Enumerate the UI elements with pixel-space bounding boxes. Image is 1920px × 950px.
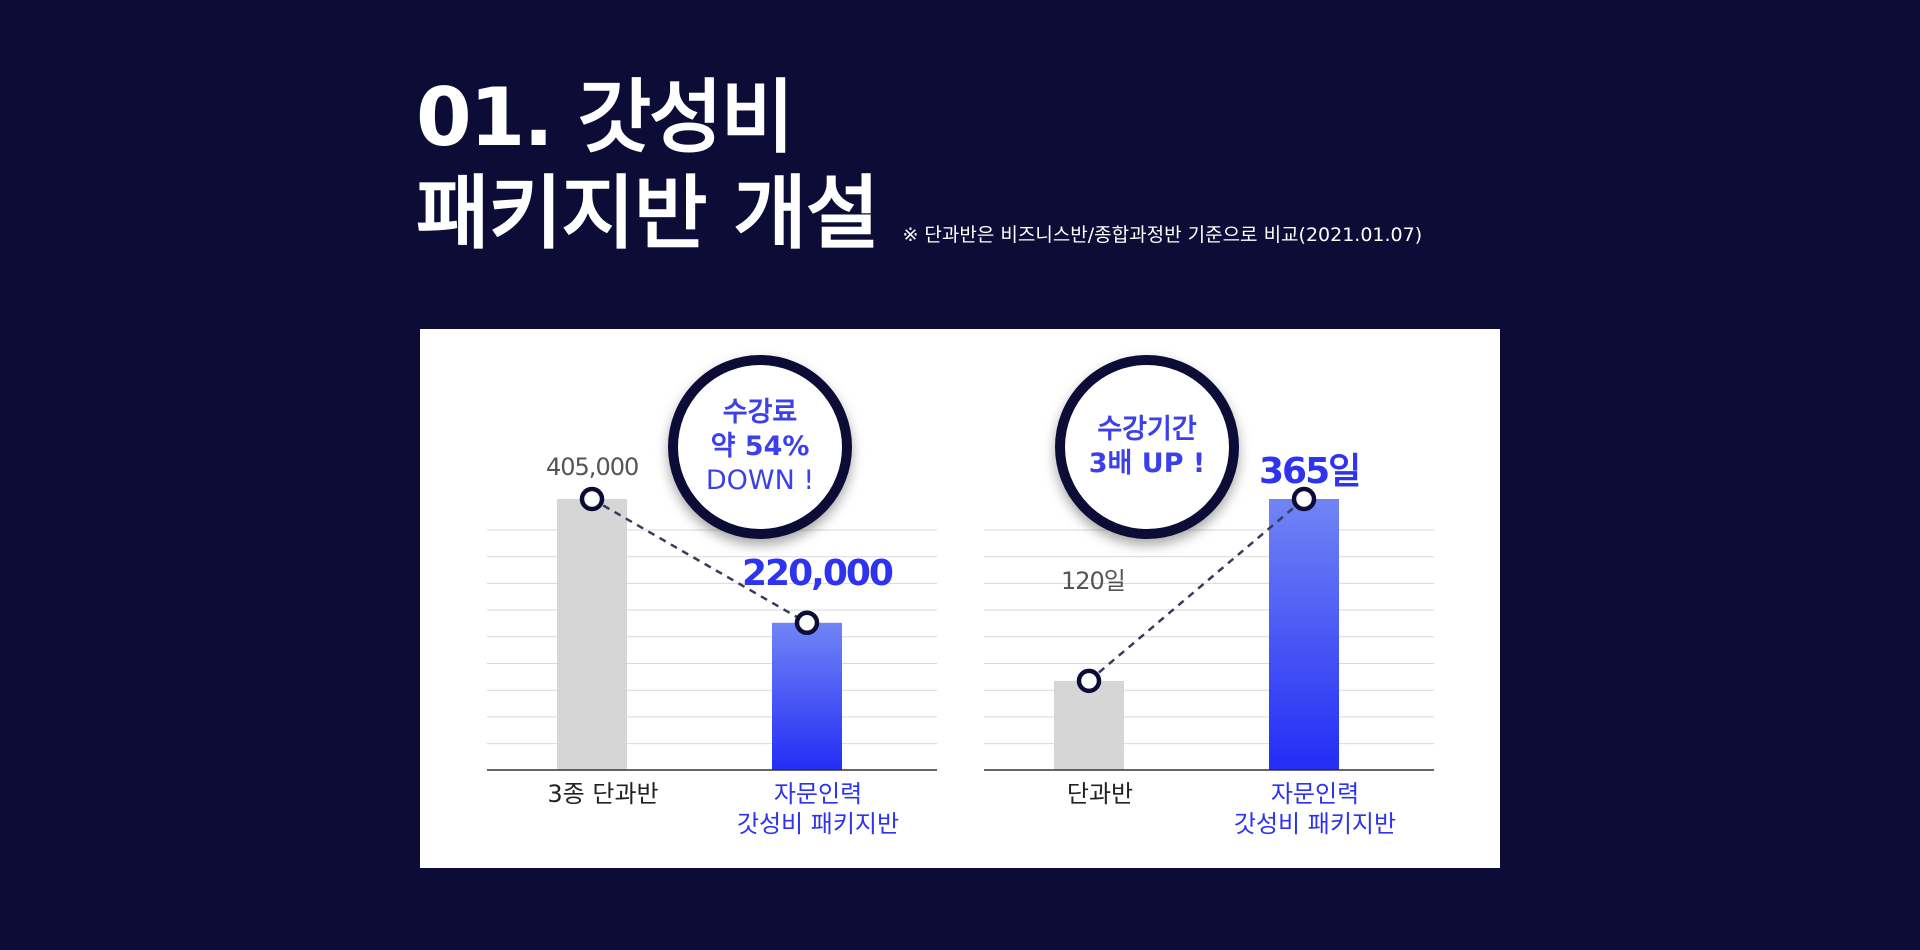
- chart1-marker-0: [579, 486, 605, 512]
- heading-line-2: 패키지반 개설: [416, 167, 879, 260]
- chart2-bar-1: [1269, 499, 1339, 770]
- chart1-category-0: 3종 단과반: [547, 780, 659, 808]
- chart2-marker-1: [1291, 486, 1317, 512]
- chart2-connector-line: [1088, 498, 1305, 682]
- chart1-badge-line-1: 수강료: [722, 397, 798, 428]
- chart2-bar-0: [1054, 680, 1124, 770]
- chart-panel: 405,000 220,000 3종 단과반 자문인력 갓성비 패키지반 수강료…: [420, 329, 1500, 868]
- chart2-category-0: 단과반: [1066, 780, 1134, 808]
- chart1-bar-1: [772, 622, 842, 770]
- chart1-value-label-0: 405,000: [546, 453, 639, 481]
- chart1-marker-1: [794, 610, 820, 636]
- chart2-category-1: 자문인력 갓성비 패키지반: [1233, 780, 1397, 838]
- chart2-badge: 수강기간 3배 UP !: [1055, 355, 1239, 539]
- heading-line-1: 01. 갓성비: [416, 71, 794, 164]
- chart2-badge-line-2: 3배 UP !: [1088, 448, 1206, 479]
- chart1-badge-line-2: 약 54%: [710, 431, 810, 462]
- chart1-bar-0: [557, 499, 627, 770]
- chart1-badge: 수강료 약 54% DOWN !: [668, 355, 852, 539]
- chart2-value-label-1: 365일: [1259, 451, 1361, 492]
- chart2-badge-line-1: 수강기간: [1097, 414, 1197, 445]
- comparison-note: ※ 단과반은 비즈니스반/종합과정반 기준으로 비교(2021.01.07): [902, 224, 1423, 246]
- charts-svg: [487, 486, 1434, 771]
- chart1-category-1: 자문인력 갓성비 패키지반: [736, 780, 900, 838]
- chart1-connector-line: [591, 497, 808, 624]
- chart2-value-label-0: 120일: [1061, 567, 1126, 595]
- chart2-marker-0: [1076, 668, 1102, 694]
- chart1-value-label-1: 220,000: [742, 553, 894, 594]
- heading-line-2-row: 패키지반 개설 ※ 단과반은 비즈니스반/종합과정반 기준으로 비교(2021.…: [416, 166, 1422, 283]
- chart1-badge-line-3: DOWN !: [705, 465, 815, 496]
- page-heading: 01. 갓성비 패키지반 개설 ※ 단과반은 비즈니스반/종합과정반 기준으로 …: [416, 70, 1422, 283]
